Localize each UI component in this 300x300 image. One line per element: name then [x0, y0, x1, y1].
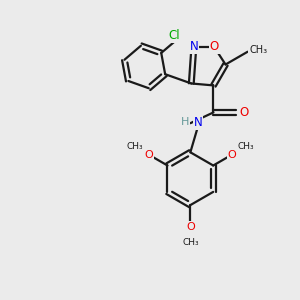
Text: O: O: [228, 150, 236, 160]
Text: CH₃: CH₃: [249, 45, 267, 55]
Text: O: O: [144, 150, 153, 160]
Text: N: N: [194, 116, 202, 129]
Text: N: N: [190, 40, 198, 53]
Text: O: O: [240, 106, 249, 119]
Text: CH₃: CH₃: [182, 238, 199, 247]
Text: CH₃: CH₃: [237, 142, 254, 151]
Text: Cl: Cl: [168, 29, 180, 42]
Text: O: O: [209, 40, 219, 53]
Text: CH₃: CH₃: [127, 142, 143, 151]
Text: H: H: [181, 117, 189, 127]
Text: O: O: [186, 222, 195, 232]
